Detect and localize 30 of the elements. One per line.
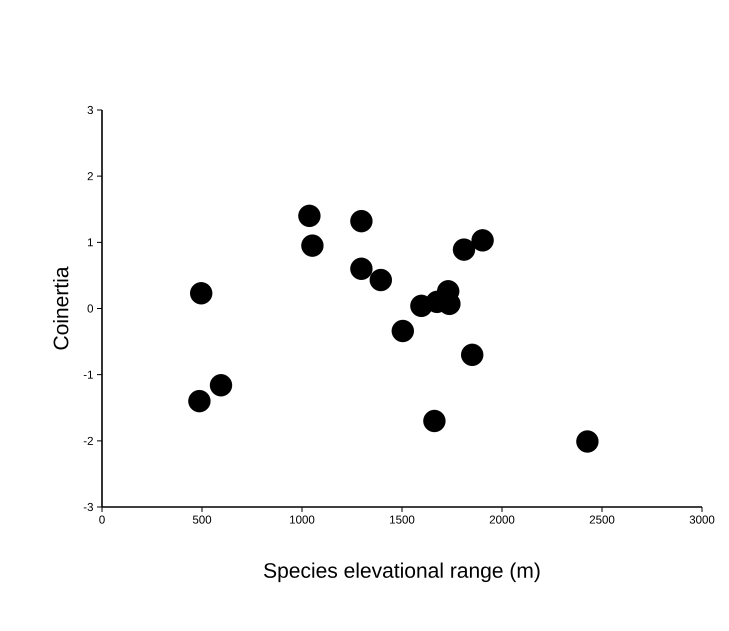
y-axis-title: Coinertia bbox=[52, 266, 68, 350]
x-tick-label: 1500 bbox=[390, 516, 414, 524]
point bbox=[461, 344, 484, 366]
point bbox=[190, 282, 212, 304]
point bbox=[210, 374, 232, 396]
y-tick-label: -1 bbox=[84, 370, 93, 379]
point bbox=[188, 390, 211, 412]
y-tick-label: 1 bbox=[88, 238, 93, 246]
point bbox=[576, 430, 599, 453]
point bbox=[452, 238, 476, 261]
point bbox=[350, 258, 373, 280]
y-tick-label: 3 bbox=[88, 106, 93, 114]
point bbox=[370, 268, 392, 292]
x-axis-title: Species elevational range (m) bbox=[264, 562, 540, 582]
point bbox=[423, 410, 446, 432]
x-tick-label: 3000 bbox=[690, 516, 714, 524]
point bbox=[298, 204, 321, 228]
x-tick-label: 2500 bbox=[590, 516, 614, 524]
x-tick-label: 0 bbox=[99, 516, 105, 524]
point bbox=[350, 210, 373, 232]
point bbox=[471, 229, 494, 252]
x-tick-label: 1000 bbox=[290, 516, 314, 524]
x-tick-label: 2000 bbox=[490, 516, 514, 524]
x-tick-label: 500 bbox=[192, 516, 212, 524]
y-tick-label: 2 bbox=[88, 172, 93, 180]
point bbox=[301, 234, 324, 257]
point bbox=[392, 320, 414, 342]
y-tick-label: -2 bbox=[84, 436, 93, 445]
y-tick-label: 0 bbox=[88, 304, 94, 313]
y-tick-label: -3 bbox=[84, 502, 93, 512]
